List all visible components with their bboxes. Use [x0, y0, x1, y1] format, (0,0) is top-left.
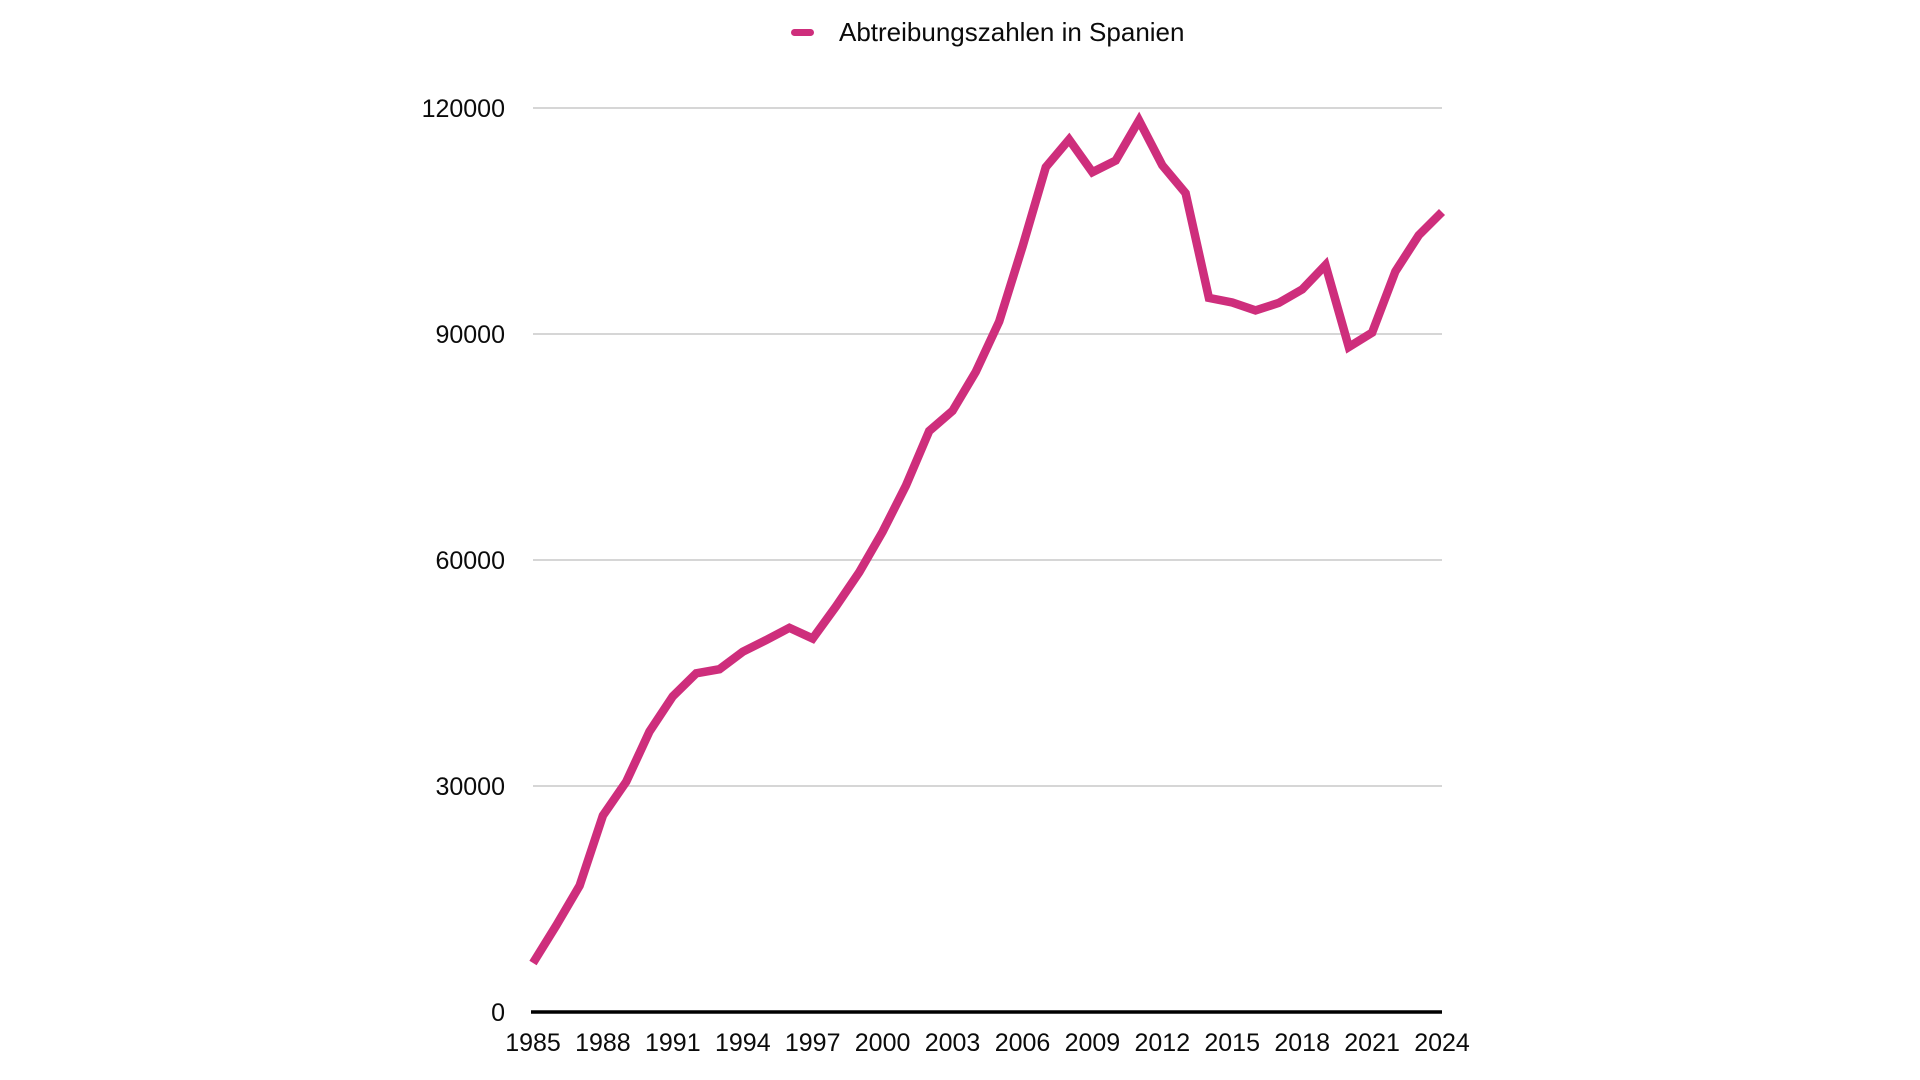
x-tick-label-1994: 1994 — [715, 1029, 771, 1057]
x-tick-label-1991: 1991 — [645, 1029, 701, 1057]
x-tick-label-2015: 2015 — [1204, 1029, 1260, 1057]
x-tick-label-2003: 2003 — [925, 1029, 981, 1057]
x-tick-label-1985: 1985 — [505, 1029, 561, 1057]
y-axis-labels-group: 0 30000 60000 90000 120000 — [422, 95, 505, 1027]
x-tick-label-2012: 2012 — [1134, 1029, 1190, 1057]
x-tick-label-2006: 2006 — [995, 1029, 1051, 1057]
y-tick-label-0: 0 — [491, 999, 505, 1027]
x-tick-label-2021: 2021 — [1344, 1029, 1400, 1057]
y-tick-label-120000: 120000 — [422, 95, 505, 123]
x-tick-label-2009: 2009 — [1065, 1029, 1121, 1057]
y-tick-label-90000: 90000 — [435, 321, 505, 349]
y-tick-label-30000: 30000 — [435, 773, 505, 801]
x-tick-label-2024: 2024 — [1414, 1029, 1470, 1057]
x-tick-label-2018: 2018 — [1274, 1029, 1330, 1057]
series-line-abtreibungszahlen — [529, 111, 1446, 966]
series-group — [529, 111, 1446, 966]
x-tick-label-2000: 2000 — [855, 1029, 911, 1057]
chart-legend: Abtreibungszahlen in Spanien — [791, 14, 1184, 50]
legend-label: Abtreibungszahlen in Spanien — [839, 17, 1185, 47]
x-axis-labels-group: 1985 1988 1991 1994 1997 2000 2003 2006 2009 2012… — [505, 1029, 1470, 1057]
y-tick-label-60000: 60000 — [435, 547, 505, 575]
gridlines-group — [533, 107, 1442, 787]
x-tick-label-1997: 1997 — [785, 1029, 841, 1057]
legend-line-swatch — [791, 28, 814, 36]
x-tick-label-1988: 1988 — [575, 1029, 631, 1057]
